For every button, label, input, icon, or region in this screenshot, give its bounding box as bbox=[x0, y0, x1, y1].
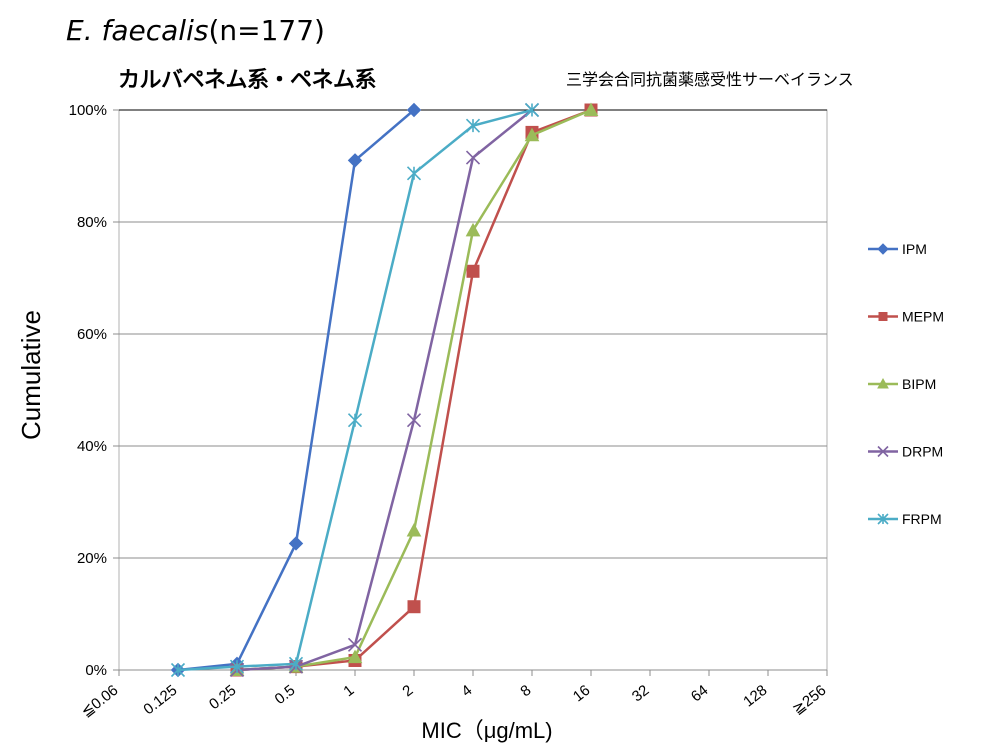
x-marker bbox=[465, 150, 481, 165]
x-tick-label: 0.25 bbox=[206, 682, 239, 713]
legend-label: BIPM bbox=[902, 376, 936, 392]
diamond-marker bbox=[877, 243, 889, 255]
y-tick-label: 20% bbox=[77, 550, 107, 567]
square-marker bbox=[466, 264, 480, 278]
legend: IPM MEPM BIPM DRPM FRPM bbox=[868, 241, 944, 527]
y-tick-label: 80% bbox=[77, 214, 107, 231]
legend-label: DRPM bbox=[902, 444, 943, 460]
legend-label: IPM bbox=[902, 241, 927, 257]
series-bipm bbox=[229, 102, 599, 676]
drug-class-subtitle: カルバペネム系・ペネム系 bbox=[118, 68, 377, 93]
star-marker bbox=[524, 102, 540, 118]
y-tick-label: 40% bbox=[77, 438, 107, 455]
legend-label: FRPM bbox=[902, 511, 942, 527]
star-marker bbox=[465, 118, 481, 133]
x-marker bbox=[877, 445, 889, 458]
triangle-marker bbox=[406, 523, 422, 537]
series-line bbox=[236, 108, 592, 672]
x-tick-label: 4 bbox=[458, 682, 475, 701]
star-marker bbox=[229, 659, 245, 674]
series-ipm bbox=[170, 102, 422, 678]
y-tick-label: 0% bbox=[85, 662, 107, 679]
plot-area bbox=[118, 109, 828, 671]
legend-item-bipm: BIPM bbox=[868, 376, 936, 392]
legend-label: MEPM bbox=[902, 309, 944, 325]
x-tick-label: ≦0.06 bbox=[78, 682, 121, 721]
diamond-marker bbox=[406, 102, 422, 118]
series-line bbox=[236, 108, 592, 672]
series-line bbox=[177, 109, 415, 672]
x-marker bbox=[406, 413, 422, 428]
triangle-marker bbox=[465, 222, 481, 237]
x-tick-label: 0.125 bbox=[140, 682, 180, 719]
series-line bbox=[236, 109, 533, 672]
series-line bbox=[177, 108, 533, 672]
star-marker bbox=[288, 656, 304, 671]
star-marker bbox=[877, 513, 889, 525]
series-drpm bbox=[229, 102, 540, 678]
x-tick-label: ≧256 bbox=[789, 682, 829, 719]
star-marker bbox=[170, 662, 186, 678]
sample-size: (n=177) bbox=[208, 14, 325, 47]
x-tick-label: 0.5 bbox=[272, 682, 299, 708]
grid bbox=[118, 109, 828, 671]
y-tick-label: 100% bbox=[69, 102, 107, 119]
triangle-marker bbox=[347, 649, 363, 664]
x-tick-label: 16 bbox=[570, 682, 594, 706]
star-marker bbox=[406, 166, 422, 181]
triangle-marker bbox=[583, 102, 599, 116]
series-group bbox=[170, 102, 599, 678]
star-marker bbox=[347, 413, 363, 428]
x-marker bbox=[347, 637, 363, 652]
legend-item-drpm: DRPM bbox=[868, 444, 943, 460]
legend-item-ipm: IPM bbox=[868, 241, 927, 257]
source-label: 三学会合同抗菌薬感受性サーベイランス bbox=[566, 70, 854, 89]
x-tick-label: 8 bbox=[517, 682, 534, 701]
series-mepm bbox=[230, 103, 598, 677]
x-tick-label: 64 bbox=[688, 682, 712, 706]
x-tick-label: 128 bbox=[740, 682, 770, 711]
y-axis-ticks: 0% 20% 40% 60% 80% 100% bbox=[69, 102, 119, 679]
x-tick-label: 32 bbox=[629, 682, 653, 706]
x-axis-ticks: ≦0.06 0.125 0.25 0.5 1 2 4 8 16 32 64 128 ≧256 bbox=[78, 669, 829, 721]
series-frpm bbox=[170, 102, 540, 678]
organism-name: E. faecalis bbox=[66, 14, 209, 47]
square-marker bbox=[878, 312, 888, 321]
x-tick-label: 1 bbox=[340, 682, 357, 701]
triangle-marker bbox=[877, 377, 889, 389]
x-tick-label: 2 bbox=[399, 682, 416, 701]
y-axis-label: Cumulative bbox=[16, 310, 46, 440]
diamond-marker bbox=[347, 153, 363, 168]
square-marker bbox=[407, 600, 421, 614]
x-axis-label: MIC（μg/mL) bbox=[421, 718, 552, 743]
organism-title: E. faecalis(n=177) bbox=[66, 14, 325, 47]
diamond-marker bbox=[288, 536, 304, 551]
legend-item-frpm: FRPM bbox=[868, 511, 942, 527]
legend-item-mepm: MEPM bbox=[868, 309, 944, 325]
y-tick-label: 60% bbox=[77, 326, 107, 343]
triangle-marker bbox=[524, 127, 540, 142]
